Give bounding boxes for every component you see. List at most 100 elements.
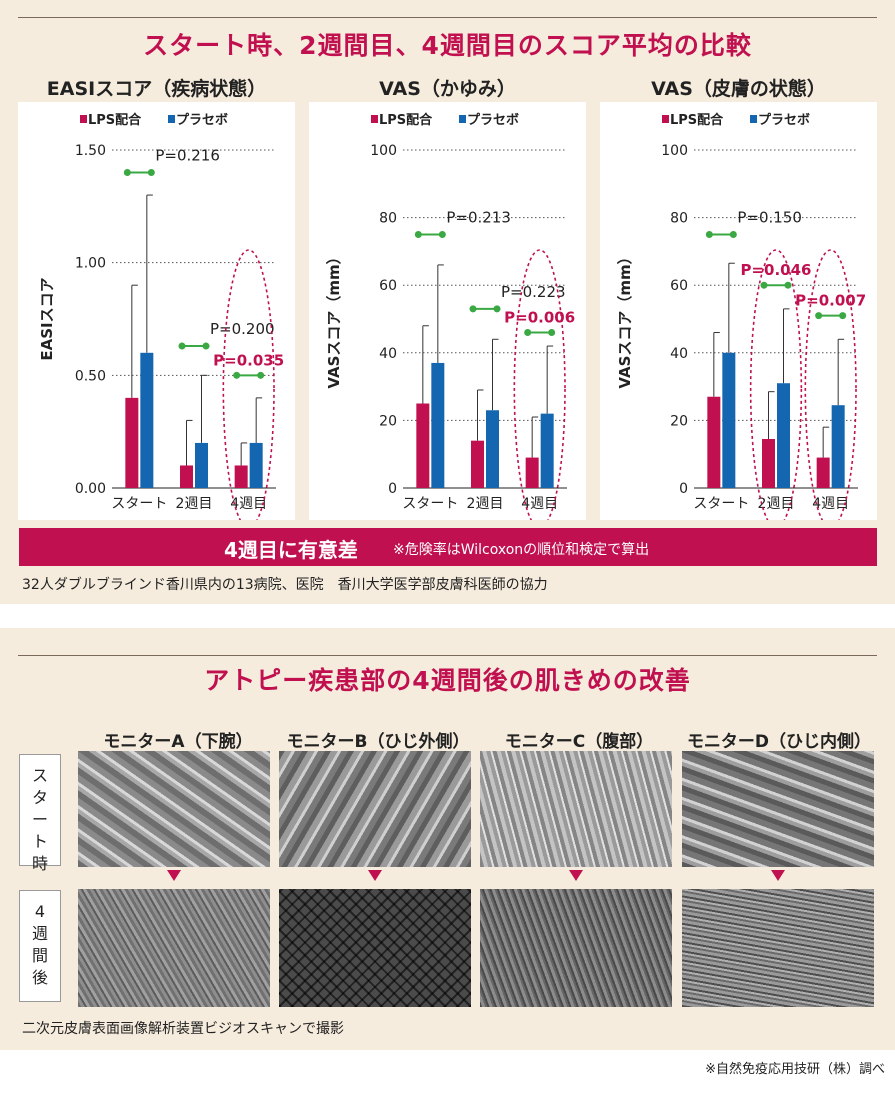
skin-section-title: アトピー疾患部の4週間後の肌きめの改善 — [204, 666, 691, 695]
y-tick-label: 40 — [379, 346, 397, 362]
bar-placebo — [831, 405, 845, 488]
pvalue-dot — [548, 329, 556, 337]
chart-vas-skin: LPS配合 プラセボ 0 20 40 60 80 100 VASスコア（mm） スタート P=0.1… — [600, 102, 877, 529]
pvalue-dot — [469, 305, 477, 313]
x-tick-label: 2週目 — [758, 496, 795, 512]
y-tick-label: 1.50 — [75, 143, 106, 159]
y-tick-label: 100 — [661, 143, 688, 159]
legend-label-placebo: プラセボ — [758, 112, 810, 128]
row-label-char: 週 — [31, 924, 48, 943]
pvalue-dot — [784, 281, 792, 289]
skin-photo-c-start — [480, 751, 672, 867]
monitor-c-label: モニターC（腹部） — [504, 732, 654, 752]
chart-easi: LPS配合 プラセボ 0.00 0.50 1.00 1.50 EASIスコア スタート P=0.… — [18, 102, 295, 529]
pvalue-dot — [123, 169, 131, 177]
pvalue-label: P=0.216 — [155, 147, 220, 165]
skin-photo-a-4weeks — [78, 889, 270, 1007]
chart-vas-itch: LPS配合 プラセボ 0 20 40 60 80 100 VASスコア（mm） スタート P=0.2… — [309, 102, 586, 529]
pvalue-label: P=0.150 — [737, 209, 802, 227]
down-arrow-icon — [569, 870, 583, 881]
legend-swatch-placebo — [459, 115, 466, 123]
row-label-char: ス — [31, 766, 48, 785]
pvalue-dot — [729, 231, 737, 238]
pvalue-dot — [178, 342, 186, 350]
significance-banner: 4週目に有意差 ※危険率はWilcoxonの順位和検定で算出 — [19, 528, 877, 566]
x-tick-label: 4週目 — [230, 496, 267, 512]
legend-label-lps: LPS配合 — [670, 112, 724, 128]
pvalue-dot — [147, 169, 155, 177]
down-arrow-icon — [771, 870, 785, 881]
pvalue-dot — [839, 312, 847, 320]
y-tick-label: 20 — [379, 413, 397, 429]
pvalue-label: P=0.213 — [446, 209, 511, 227]
pvalue-dot — [414, 231, 422, 238]
skin-photo-b-4weeks — [279, 889, 471, 1007]
skin-photo-c-4weeks — [480, 889, 672, 1007]
pvalue-dot — [202, 342, 210, 350]
pvalue-label: P=0.223 — [501, 283, 566, 301]
pvalue-label: P=0.046 — [740, 261, 811, 279]
legend-label-placebo: プラセボ — [176, 112, 228, 128]
row-label-char: 時 — [31, 854, 48, 873]
pvalue-dot — [760, 281, 768, 289]
pvalue-dot — [438, 231, 446, 238]
y-tick-label: 60 — [379, 278, 397, 294]
bar-placebo — [249, 442, 263, 488]
row-label-start: スタート時 — [19, 754, 61, 873]
y-tick-label: 1.00 — [75, 256, 106, 272]
legend-swatch-placebo — [168, 115, 175, 123]
pvalue-label: P=0.007 — [795, 292, 866, 310]
legend-swatch-lps — [371, 115, 378, 123]
chart-vas-itch-svg: LPS配合 プラセボ 0 20 40 60 80 100 VASスコア（mm） スタート P=0.2… — [325, 112, 575, 529]
x-tick-label: 4週目 — [521, 496, 558, 512]
pvalue-dot — [493, 305, 501, 313]
x-tick-label: 2週目 — [467, 496, 504, 512]
bar-placebo — [431, 362, 445, 488]
chart-section: スタート時、2週間目、4週間目のスコア平均の比較 EASIスコア（疾病状態） V… — [0, 0, 895, 604]
row-label-char: 後 — [31, 968, 48, 987]
bar-placebo — [540, 413, 554, 488]
row-label-char: ー — [31, 810, 48, 829]
legend-label-lps: LPS配合 — [88, 112, 142, 128]
y-tick-label: 0 — [679, 481, 688, 497]
row-label-4weeks: 4 週間後 — [19, 890, 61, 1002]
pvalue-dot — [815, 312, 823, 320]
legend-swatch-placebo — [750, 115, 757, 123]
skin-photo-d-start — [682, 751, 874, 867]
y-tick-label: 0.00 — [75, 481, 106, 497]
y-tick-label: 60 — [670, 278, 688, 294]
y-tick-label: 40 — [670, 346, 688, 362]
y-tick-label: 80 — [379, 211, 397, 227]
pvalue-label: P=0.006 — [504, 309, 575, 327]
bar-lps — [762, 438, 775, 488]
chart-title-easi: EASIスコア（疾病状態） — [46, 78, 267, 100]
study-note: 32人ダブルブラインド香川県内の13病院、医院 香川大学医学部皮膚科医師の協力 — [22, 577, 548, 593]
chart-title-vas-itch: VAS（かゆみ） — [379, 78, 516, 100]
monitor-b-label: モニターB（ひじ外側） — [286, 732, 470, 752]
x-tick-label: 4週目 — [812, 496, 849, 512]
row-label-char: ト — [31, 832, 48, 851]
monitor-a-label: モニターA（下腕） — [103, 732, 253, 752]
banner-note-text: ※危険率はWilcoxonの順位和検定で算出 — [393, 542, 650, 558]
section-title: スタート時、2週間目、4週間目のスコア平均の比較 — [143, 31, 752, 60]
pvalue-dot — [257, 371, 265, 379]
bar-lps — [234, 465, 248, 488]
y-axis-label: EASIスコア — [38, 277, 56, 360]
x-tick-label: スタート — [402, 496, 458, 512]
bar-lps — [707, 396, 721, 488]
legend-swatch-lps — [662, 115, 669, 123]
row-label-char: 間 — [31, 946, 48, 965]
row-label-char: 4 — [34, 902, 46, 921]
y-axis-label: VASスコア（mm） — [325, 249, 343, 388]
bar-lps — [471, 440, 484, 488]
pvalue-label: P=0.035 — [213, 351, 284, 369]
divider — [18, 17, 877, 18]
pvalue-label: P=0.200 — [210, 320, 275, 338]
bar-lps — [525, 457, 539, 488]
y-tick-label: 80 — [670, 211, 688, 227]
divider — [18, 655, 877, 656]
pvalue-dot — [233, 371, 241, 379]
bar-lps — [125, 397, 139, 488]
bar-placebo — [486, 410, 499, 488]
pvalue-dot — [524, 329, 532, 337]
